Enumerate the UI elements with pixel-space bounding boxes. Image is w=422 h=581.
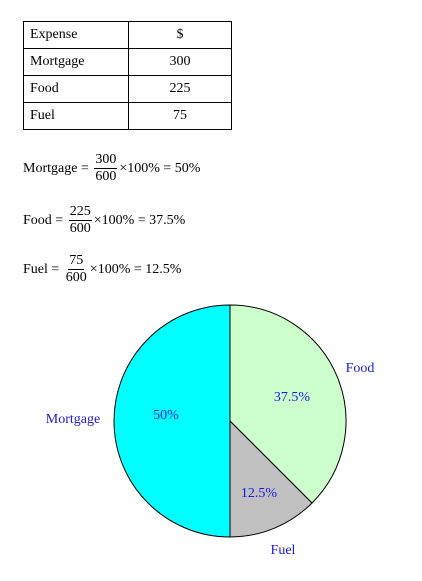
equation-label: Mortgage — [23, 160, 78, 176]
equation-label: Fuel — [23, 261, 48, 277]
pie-slice-fuel — [229, 419, 313, 538]
slice-name-label-food: Food — [346, 361, 375, 376]
slice-percent-label-fuel: 12.5% — [241, 486, 278, 501]
fraction-denominator: 600 — [65, 270, 87, 285]
equation-fuel: Fuel = 75 600 ×100% = 12.5% — [23, 253, 181, 286]
table-cell-amount: 225 — [128, 75, 232, 103]
pie-slice-food — [229, 304, 347, 504]
table-cell-expense: Food — [23, 75, 129, 103]
fraction-denominator: 600 — [95, 169, 117, 184]
table-row: Food 225 — [23, 75, 232, 103]
equals-sign: = — [47, 261, 63, 277]
fraction: 225 600 — [68, 204, 92, 237]
pie-labels: 37.5% Food 12.5% Fuel 50% Mortgage — [46, 361, 375, 558]
equation-tail: ×100% = 50% — [119, 160, 201, 176]
table-header-amount: $ — [128, 21, 232, 49]
table-header-row: Expense $ — [23, 21, 232, 49]
pie-slice-mortgage — [113, 304, 231, 538]
table-cell-expense: Fuel — [23, 102, 129, 130]
expense-table: Expense $ Mortgage 300 Food 225 Fuel 75 — [23, 21, 232, 130]
fraction-denominator: 600 — [69, 221, 91, 236]
equation-food: Food = 225 600 ×100% = 37.5% — [23, 204, 185, 237]
equation-tail: ×100% = 37.5% — [93, 212, 186, 228]
slice-percent-label-food: 37.5% — [274, 390, 311, 405]
table-header-expense: Expense — [23, 21, 129, 49]
equation-label: Food — [23, 212, 52, 228]
fraction: 75 600 — [65, 253, 88, 286]
slice-name-label-fuel: Fuel — [271, 543, 296, 558]
fraction: 300 600 — [94, 152, 118, 185]
equals-sign: = — [77, 160, 93, 176]
pie-slices — [113, 304, 347, 538]
fraction-numerator: 300 — [94, 152, 118, 169]
fraction-numerator: 75 — [68, 253, 85, 270]
slice-percent-label-mortgage: 50% — [153, 408, 179, 423]
equation-tail: ×100% = 12.5% — [89, 261, 182, 277]
fraction-numerator: 225 — [68, 204, 92, 221]
equation-mortgage: Mortgage = 300 600 ×100% = 50% — [23, 152, 200, 185]
table-row: Fuel 75 — [23, 102, 232, 130]
pie-chart: 37.5% Food 12.5% Fuel 50% Mortgage — [46, 304, 375, 558]
table-row: Mortgage 300 — [23, 48, 232, 76]
table-cell-amount: 300 — [128, 48, 232, 76]
slice-name-label-mortgage: Mortgage — [46, 412, 100, 427]
table-cell-expense: Mortgage — [23, 48, 129, 76]
table-cell-amount: 75 — [128, 102, 232, 130]
equals-sign: = — [51, 212, 67, 228]
